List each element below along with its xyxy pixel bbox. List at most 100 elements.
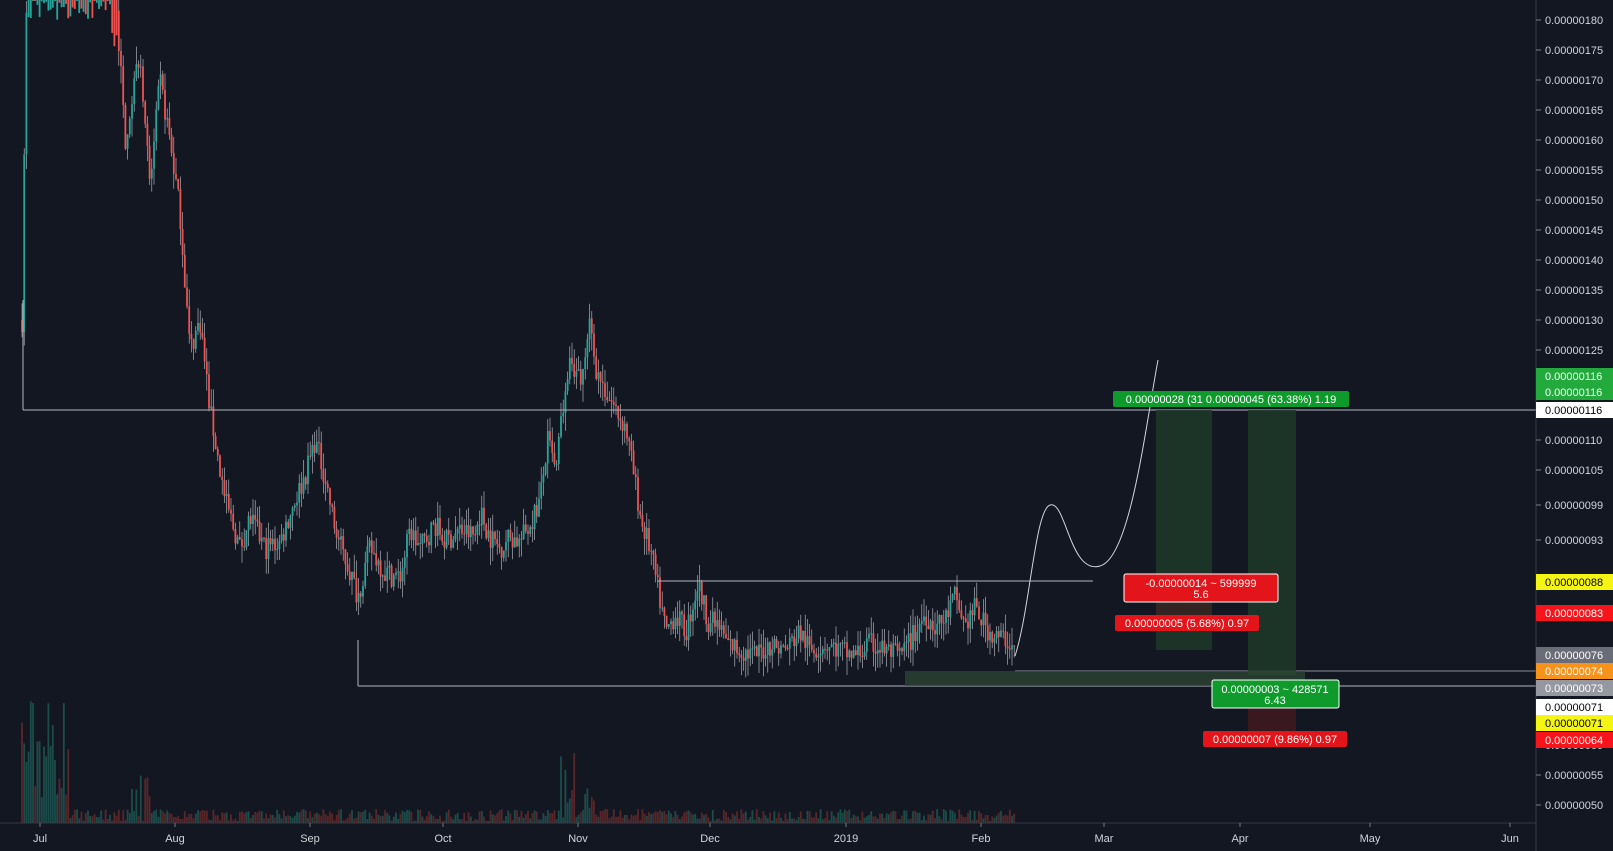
volume-bar xyxy=(309,811,312,823)
volume-bar xyxy=(122,810,125,823)
volume-bar xyxy=(124,819,127,823)
volume-bar xyxy=(214,815,217,823)
candle-body xyxy=(500,547,503,558)
price-tag-bg xyxy=(1536,605,1613,621)
volume-bar xyxy=(430,814,433,823)
candle-body xyxy=(859,645,862,656)
volume-bar xyxy=(626,815,628,823)
volume-bar xyxy=(784,813,787,823)
candle-body xyxy=(725,634,727,639)
volume-bar xyxy=(808,811,811,823)
volume-bar xyxy=(36,741,39,823)
volume-bar xyxy=(617,816,620,823)
volume-bar xyxy=(670,813,672,823)
candle-body xyxy=(214,436,217,449)
volume-bar xyxy=(903,810,906,823)
candle-body xyxy=(318,441,320,443)
candle-body xyxy=(555,463,558,465)
volume-bar xyxy=(887,814,890,823)
candle-body xyxy=(760,644,763,648)
volume-bar xyxy=(984,815,987,823)
volume-bar xyxy=(331,813,334,823)
long2-profit-zone[interactable] xyxy=(1248,410,1296,675)
projection-path[interactable] xyxy=(1014,359,1159,657)
candle-body xyxy=(975,598,978,607)
long2-label-bg[interactable] xyxy=(1211,679,1340,709)
accumulation-box[interactable] xyxy=(905,671,1305,686)
candle-body xyxy=(531,527,534,530)
volume-bar xyxy=(54,759,56,823)
candle-body xyxy=(839,643,842,645)
candle-body xyxy=(700,581,703,605)
candle-body xyxy=(927,625,930,630)
volume-bar xyxy=(912,811,914,823)
candle-body xyxy=(1013,645,1016,647)
candle-body xyxy=(978,606,980,620)
candle-body xyxy=(324,481,327,484)
volume-bar xyxy=(65,794,67,823)
candle-body xyxy=(949,600,952,618)
volume-bar xyxy=(441,820,444,823)
candle-body xyxy=(562,412,565,417)
candle-body xyxy=(269,538,272,545)
volume-bar xyxy=(177,816,180,823)
candle-body xyxy=(766,642,769,656)
volume-bar xyxy=(931,810,934,823)
volume-bar xyxy=(960,814,963,823)
time-tick-label: Dec xyxy=(700,833,720,845)
volume-bar xyxy=(203,810,206,823)
candle-body xyxy=(258,521,261,542)
candle-body xyxy=(571,357,573,364)
candle-body xyxy=(601,381,604,384)
long1-stop-label-bg[interactable] xyxy=(1115,615,1259,631)
long1-target-label-bg[interactable] xyxy=(1113,391,1349,407)
candle-body xyxy=(879,650,881,653)
candle-body xyxy=(1008,648,1011,650)
volume-bar xyxy=(716,818,719,823)
candle-body xyxy=(870,633,873,635)
volume-bar xyxy=(533,810,536,823)
candle-body xyxy=(610,400,613,402)
candle-body xyxy=(373,552,375,554)
volume-bar xyxy=(271,815,274,823)
candle-body xyxy=(175,173,177,179)
volume-bar xyxy=(423,820,426,823)
volume-bar xyxy=(549,812,551,823)
candle-body xyxy=(177,178,180,189)
volume-bar xyxy=(434,818,437,823)
candle-body xyxy=(588,318,591,340)
candle-body xyxy=(93,0,96,1)
time-axis[interactable]: Jul Aug Sep Oct Nov Dec 2019 Feb Mar Apr May Jun xyxy=(0,822,1536,845)
candle-body xyxy=(353,571,356,579)
price-axis[interactable]: 0.00000180 0.00000175 0.00000170 0.00000165… xyxy=(1535,0,1613,851)
candle-body xyxy=(799,625,802,641)
volume-bar xyxy=(694,813,697,823)
volume-bar xyxy=(740,809,743,823)
candle-body xyxy=(714,611,716,627)
volume-bar xyxy=(698,818,701,823)
volume-bar xyxy=(797,817,800,823)
candle-body xyxy=(782,645,785,647)
candle-body xyxy=(263,537,265,539)
candle-body xyxy=(626,423,628,439)
candle-body xyxy=(491,531,494,548)
long2-stop-label-bg[interactable] xyxy=(1203,731,1347,747)
candle-body xyxy=(192,339,195,349)
candle-body xyxy=(320,442,323,470)
volume-bar xyxy=(181,818,184,823)
candle-body xyxy=(153,141,155,169)
candle-body xyxy=(623,423,626,431)
short-label-bg[interactable] xyxy=(1123,573,1279,603)
candle-body xyxy=(100,0,103,7)
time-tick-label: Sep xyxy=(300,833,320,845)
volume-bar xyxy=(938,816,941,823)
volume-bar xyxy=(494,815,496,823)
volume-bar xyxy=(826,811,829,823)
price-tag-bg xyxy=(1536,574,1613,590)
candle-body xyxy=(159,74,162,86)
volume-bar xyxy=(1011,815,1013,823)
candle-body xyxy=(546,431,549,464)
volume-bar xyxy=(872,816,875,823)
volume-bar xyxy=(863,817,866,823)
